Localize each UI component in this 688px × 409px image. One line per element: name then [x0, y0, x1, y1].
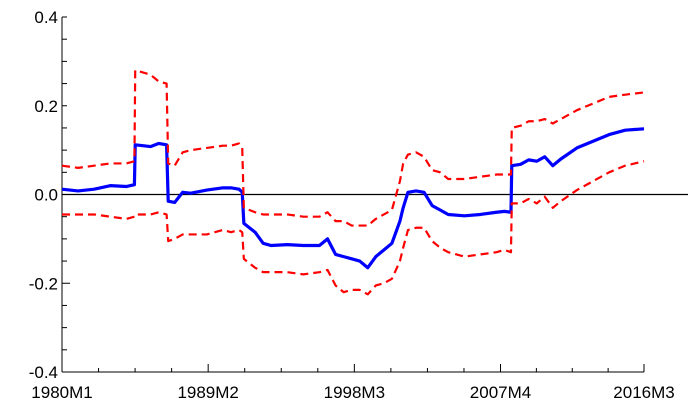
series-line-estimate	[62, 129, 644, 268]
y-tick-label: -0.4	[29, 363, 58, 382]
y-tick-label: 0.4	[34, 8, 58, 27]
series-line-lower-band	[62, 161, 644, 294]
y-tick-label: 0.2	[34, 97, 58, 116]
x-tick-label: 1980M1	[31, 383, 92, 402]
x-tick-label: 2007M4	[470, 383, 531, 402]
y-tick-label: 0.0	[34, 186, 58, 205]
series-layer	[62, 70, 644, 294]
x-tick-label: 2016M3	[613, 383, 674, 402]
axes	[62, 17, 688, 372]
x-tick-label: 1998M3	[324, 383, 385, 402]
x-tick-label: 1989M2	[177, 383, 238, 402]
y-tick-label: -0.2	[29, 274, 58, 293]
